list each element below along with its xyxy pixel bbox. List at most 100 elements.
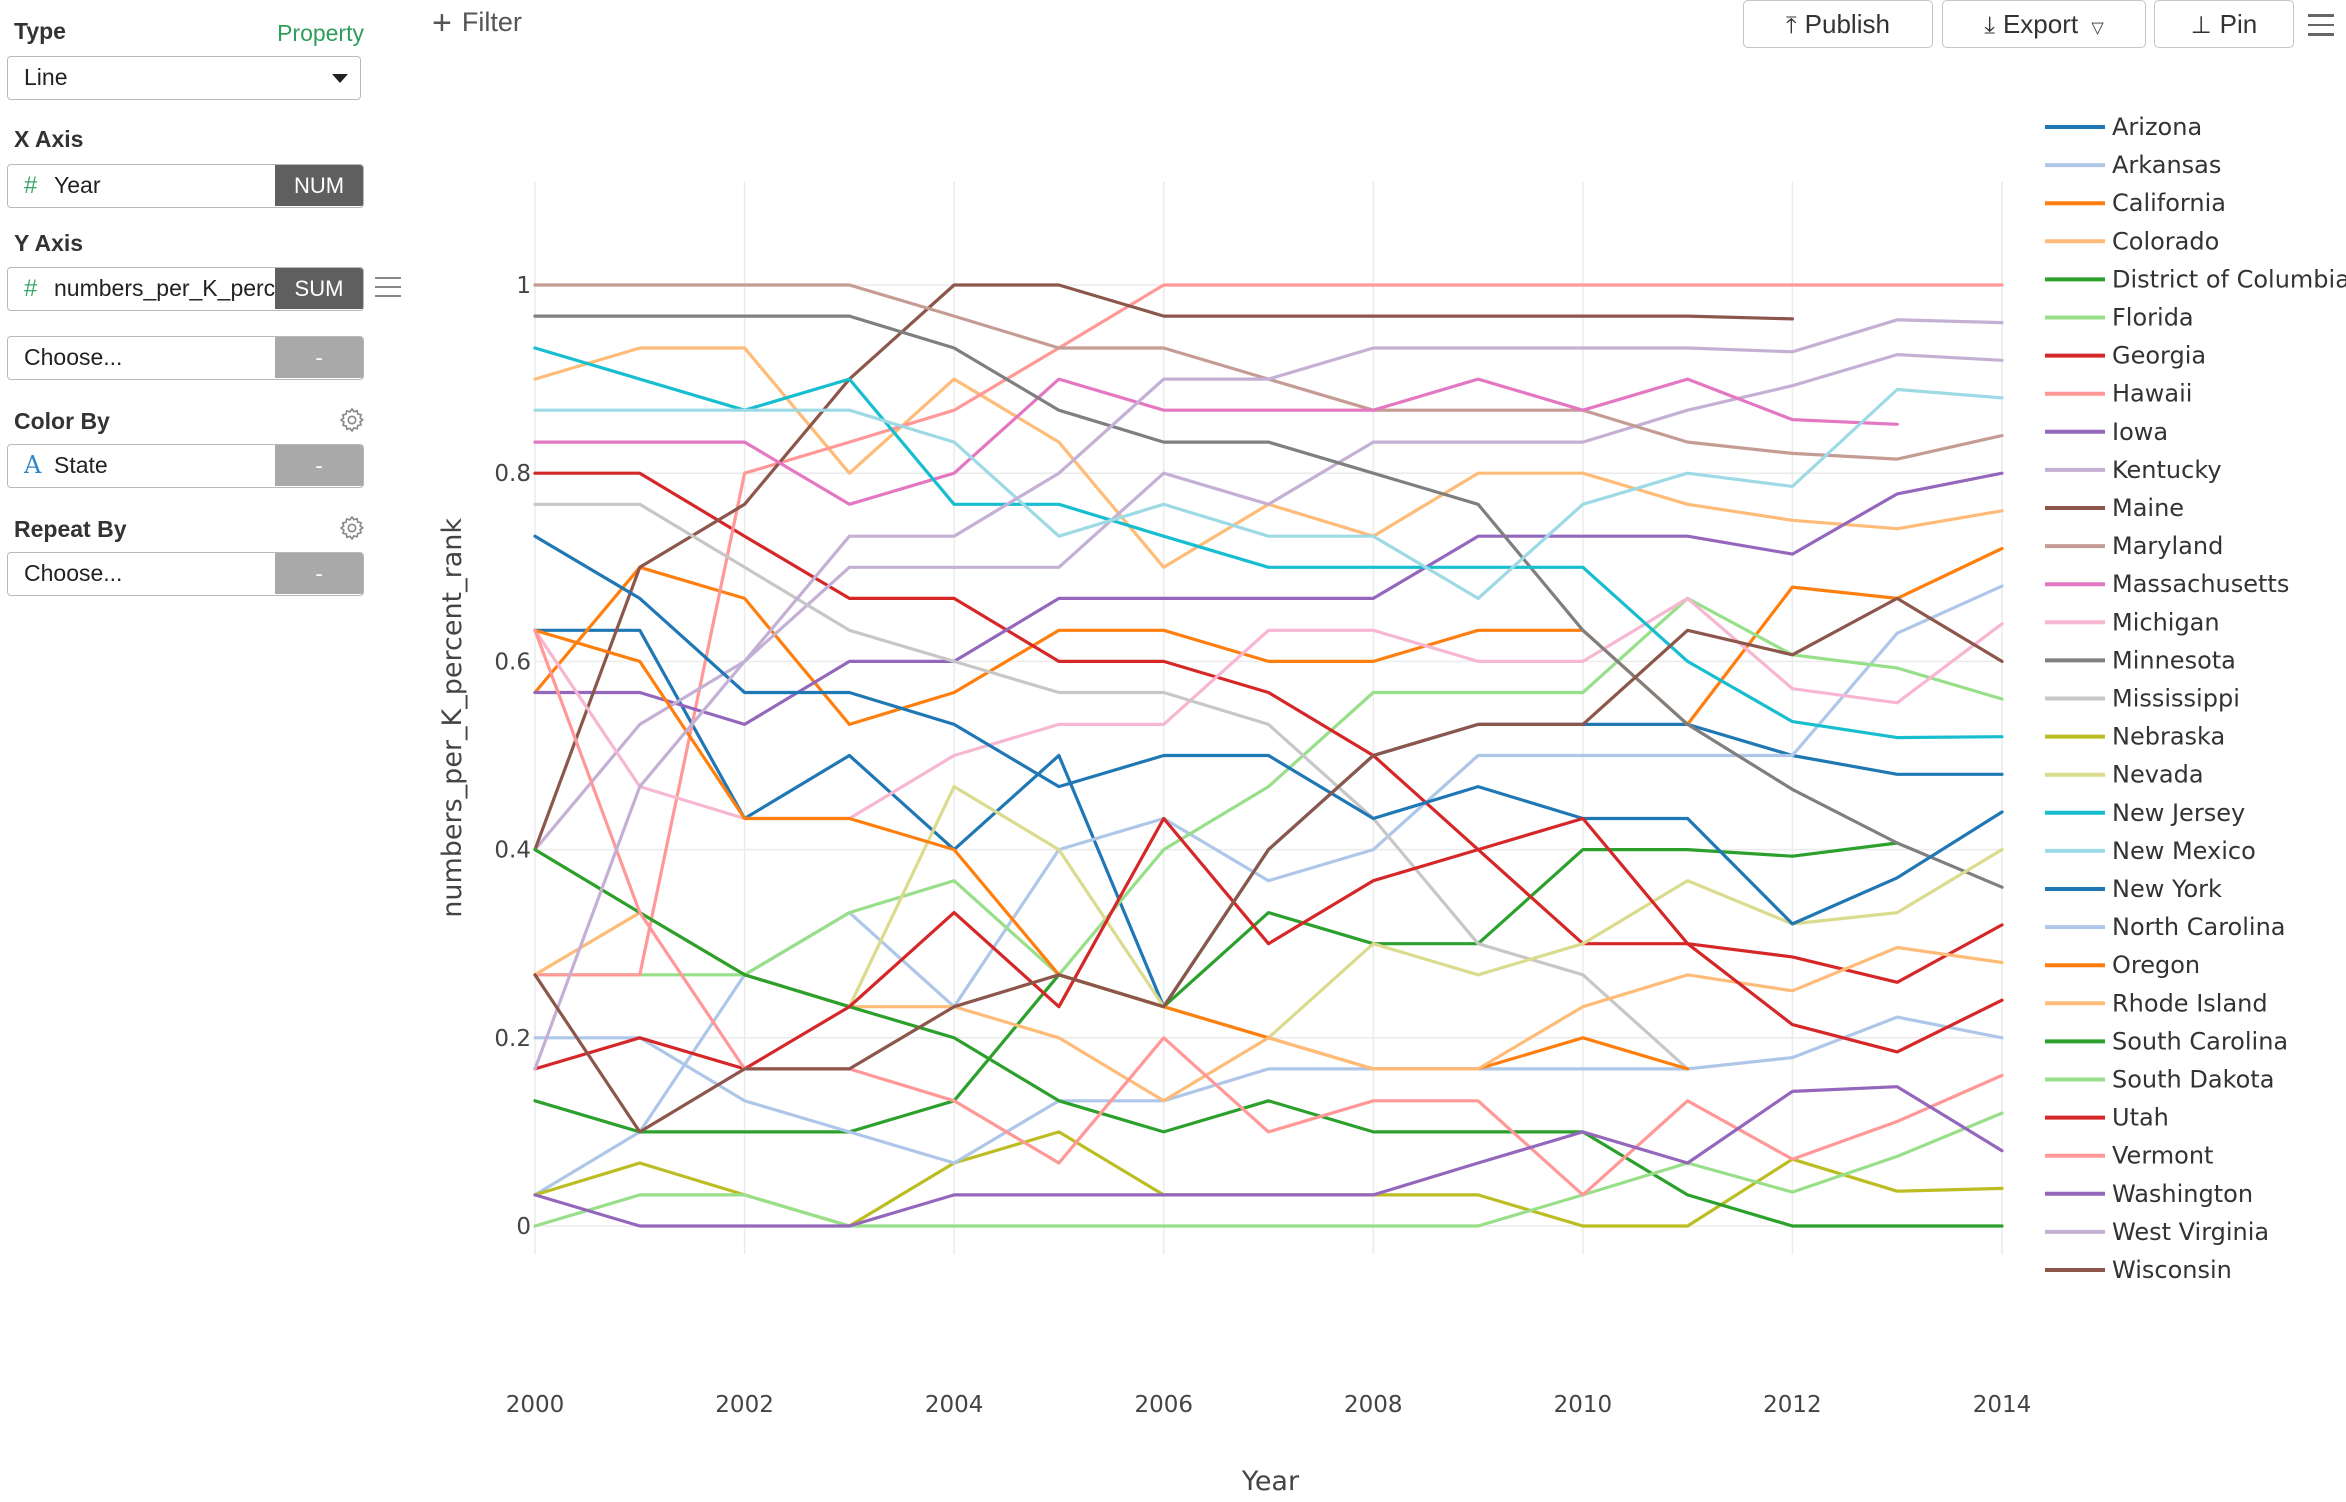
x-tick-label: 2000 — [506, 1392, 565, 1418]
legend-label: Kentucky — [2112, 456, 2222, 484]
legend-label: Georgia — [2112, 342, 2206, 370]
repeat-by-label: Repeat By — [14, 516, 127, 542]
x-axis-label: X Axis — [14, 126, 84, 152]
pin-icon: ⊥ — [2190, 12, 2212, 39]
series-line-georgia — [533, 471, 2004, 984]
number-icon: # — [24, 275, 38, 302]
series-line-massachusetts — [533, 377, 1899, 506]
y-axis-column: numbers_per_K_percent_rank — [54, 275, 276, 301]
series-line-washington — [533, 1085, 2004, 1228]
legend-label: Utah — [2112, 1104, 2169, 1132]
color-by-column: State — [54, 452, 108, 478]
y-axis-label: Y Axis — [14, 230, 84, 256]
legend-label: North Carolina — [2112, 913, 2286, 941]
legend-label: Vermont — [2112, 1142, 2213, 1170]
legend-label: Massachusetts — [2112, 570, 2289, 598]
legend-label: Maine — [2112, 494, 2184, 522]
repeat-by-button[interactable]: - — [275, 553, 363, 594]
legend-label: Iowa — [2112, 418, 2168, 446]
y-axis-field[interactable]: # numbers_per_K_percent_rank SUM — [7, 267, 364, 311]
property-link[interactable]: Property — [277, 20, 364, 46]
x-tick-label: 2004 — [925, 1392, 984, 1418]
number-icon: # — [24, 172, 38, 199]
x-tick-label: 2012 — [1763, 1392, 1822, 1418]
y-axis-extra-field[interactable]: Choose... - — [7, 336, 364, 380]
chart-type-value: Line — [24, 64, 68, 90]
y-tick-label: 0.6 — [494, 649, 531, 675]
series-line-mississippi — [533, 502, 1690, 1071]
pin-button[interactable]: ⊥ Pin — [2154, 0, 2294, 48]
series-line-new-jersey — [533, 346, 2004, 740]
legend-label: Florida — [2112, 304, 2194, 332]
series-line-north-carolina — [533, 1015, 2004, 1165]
y-axis-title: numbers_per_K_percent_rank — [437, 518, 468, 918]
legend-label: New York — [2112, 875, 2222, 903]
type-label: Type — [14, 18, 66, 44]
legend-label: Washington — [2112, 1180, 2253, 1208]
y-axis-agg-button[interactable]: SUM — [275, 268, 363, 309]
series-line-iowa — [533, 471, 2004, 726]
series-line-south-carolina — [533, 848, 2004, 1228]
y-tick-label: 0.8 — [494, 461, 531, 487]
legend-label: Maryland — [2112, 532, 2223, 560]
legend-label: West Virginia — [2112, 1218, 2269, 1246]
pin-label: Pin — [2219, 9, 2258, 39]
legend-label: District of Columbia — [2112, 265, 2346, 293]
legend-label: South Dakota — [2112, 1066, 2274, 1094]
publish-button[interactable]: ⤒ Publish — [1743, 0, 1933, 48]
x-axis-title: Year — [1241, 1466, 1300, 1497]
x-axis-field[interactable]: # Year NUM — [7, 164, 364, 208]
x-axis-column: Year — [54, 172, 101, 198]
download-icon: ⤓ — [1984, 12, 1995, 39]
x-axis-agg-button[interactable]: NUM — [275, 165, 363, 206]
x-tick-label: 2014 — [1973, 1392, 2032, 1418]
legend-label: California — [2112, 189, 2226, 217]
legend-label: Minnesota — [2112, 646, 2236, 674]
sidebar: Type Property Line X Axis # Year NUM Y Ax… — [0, 0, 401, 1502]
y-tick-label: 0.2 — [494, 1026, 531, 1052]
series-line-wisconsin — [533, 596, 2004, 1134]
series-line-west-virginia — [533, 318, 2004, 1071]
legend-label: Arizona — [2112, 113, 2202, 141]
legend-label: Nevada — [2112, 761, 2204, 789]
series-line-maine — [533, 283, 1794, 852]
add-filter-button[interactable]: + Filter — [432, 4, 522, 43]
legend-label: New Jersey — [2112, 799, 2245, 827]
repeat-by-field[interactable]: Choose... - — [7, 552, 364, 596]
legend-label: Mississippi — [2112, 685, 2240, 713]
color-by-label: Color By — [14, 408, 110, 434]
series-line-new-mexico — [533, 387, 2004, 600]
legend-label: Nebraska — [2112, 723, 2225, 751]
series-line-rhode-island — [533, 911, 2004, 1103]
color-by-button[interactable]: - — [275, 445, 363, 486]
series-line-minnesota — [533, 314, 2004, 889]
y-tick-label: 1 — [516, 273, 531, 299]
color-by-field[interactable]: A State - — [7, 444, 364, 488]
series-line-california — [533, 546, 2004, 726]
series-line-south-dakota — [533, 1111, 2004, 1228]
series-line-district-of-columbia — [533, 841, 1899, 1134]
filter-label: Filter — [461, 7, 522, 37]
plus-icon: + — [432, 4, 452, 42]
legend-label: Arkansas — [2112, 151, 2221, 179]
y-axis-extra-value: Choose... — [24, 344, 123, 370]
y-axis-extra-button[interactable]: - — [275, 337, 363, 378]
y-axis-menu-icon[interactable] — [375, 277, 401, 299]
chart-type-select[interactable]: Line — [7, 56, 361, 100]
gear-icon[interactable] — [338, 514, 366, 542]
legend-label: Wisconsin — [2112, 1256, 2232, 1284]
legend-label: Michigan — [2112, 608, 2220, 636]
export-button[interactable]: ⤓ Export ▽ — [1942, 0, 2146, 48]
export-label: Export — [2002, 9, 2079, 39]
x-tick-label: 2002 — [715, 1392, 774, 1418]
text-icon: A — [24, 451, 42, 479]
gear-icon[interactable] — [338, 406, 366, 434]
y-tick-label: 0.4 — [494, 838, 531, 864]
legend-label: Colorado — [2112, 227, 2219, 255]
legend-label: Rhode Island — [2112, 989, 2268, 1017]
series-line-kentucky — [533, 353, 2004, 852]
caret-down-icon — [332, 74, 348, 83]
menu-icon[interactable] — [2308, 14, 2334, 43]
x-tick-label: 2008 — [1344, 1392, 1403, 1418]
